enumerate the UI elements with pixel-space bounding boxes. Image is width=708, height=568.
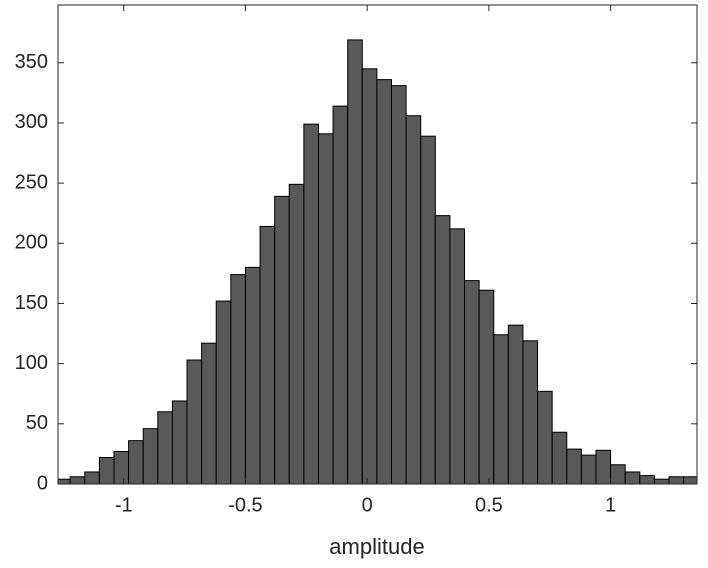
bar	[390, 85, 407, 484]
bar	[449, 228, 466, 484]
bar	[610, 464, 626, 484]
bar	[566, 448, 582, 484]
bar	[186, 359, 203, 484]
bar	[201, 342, 217, 484]
bar	[230, 274, 246, 484]
bar	[537, 390, 553, 484]
bar	[361, 68, 378, 484]
bar	[332, 105, 349, 484]
bar	[405, 115, 422, 484]
bar	[69, 476, 86, 484]
bar	[464, 280, 480, 484]
bar	[171, 400, 188, 484]
bar	[507, 324, 524, 484]
bar	[288, 183, 305, 484]
y-tick-label: 0	[37, 472, 48, 494]
bar	[595, 449, 612, 484]
bar	[347, 39, 363, 484]
x-axis-label: amplitude	[329, 534, 424, 559]
bar	[244, 266, 261, 484]
bars	[58, 39, 708, 484]
x-tick-label: 0.5	[475, 494, 503, 516]
bar	[142, 428, 159, 484]
y-tick-label: 300	[15, 111, 48, 133]
bar	[478, 289, 495, 484]
bar	[128, 440, 144, 484]
bar	[493, 334, 509, 484]
bar	[274, 195, 290, 484]
y-tick-label: 100	[15, 352, 48, 374]
bar	[698, 476, 708, 484]
bar	[317, 133, 334, 484]
y-tick-label: 150	[15, 292, 48, 314]
bar	[376, 79, 392, 484]
bar	[215, 300, 232, 484]
y-tick-label: 250	[15, 171, 48, 193]
bar	[639, 475, 655, 484]
bar	[580, 454, 597, 484]
bar	[624, 471, 641, 484]
bar	[420, 135, 436, 484]
bar	[653, 478, 670, 484]
x-tick-label: 0	[362, 494, 373, 516]
bar	[157, 411, 173, 484]
y-tick-label: 350	[15, 51, 48, 73]
bar	[551, 431, 568, 484]
bar	[303, 123, 319, 484]
bar	[98, 457, 115, 484]
x-tick-label: -0.5	[228, 494, 262, 516]
bar	[683, 476, 697, 484]
bar	[522, 340, 539, 484]
y-tick-label: 50	[26, 412, 48, 434]
bar	[84, 471, 100, 484]
x-tick-label: 1	[605, 494, 616, 516]
bar	[434, 215, 451, 484]
x-tick-label: -1	[115, 494, 133, 516]
bar	[668, 476, 685, 484]
bar	[113, 451, 130, 484]
y-tick-label: 200	[15, 232, 48, 254]
bar	[259, 225, 276, 484]
plot-frame	[57, 4, 698, 485]
